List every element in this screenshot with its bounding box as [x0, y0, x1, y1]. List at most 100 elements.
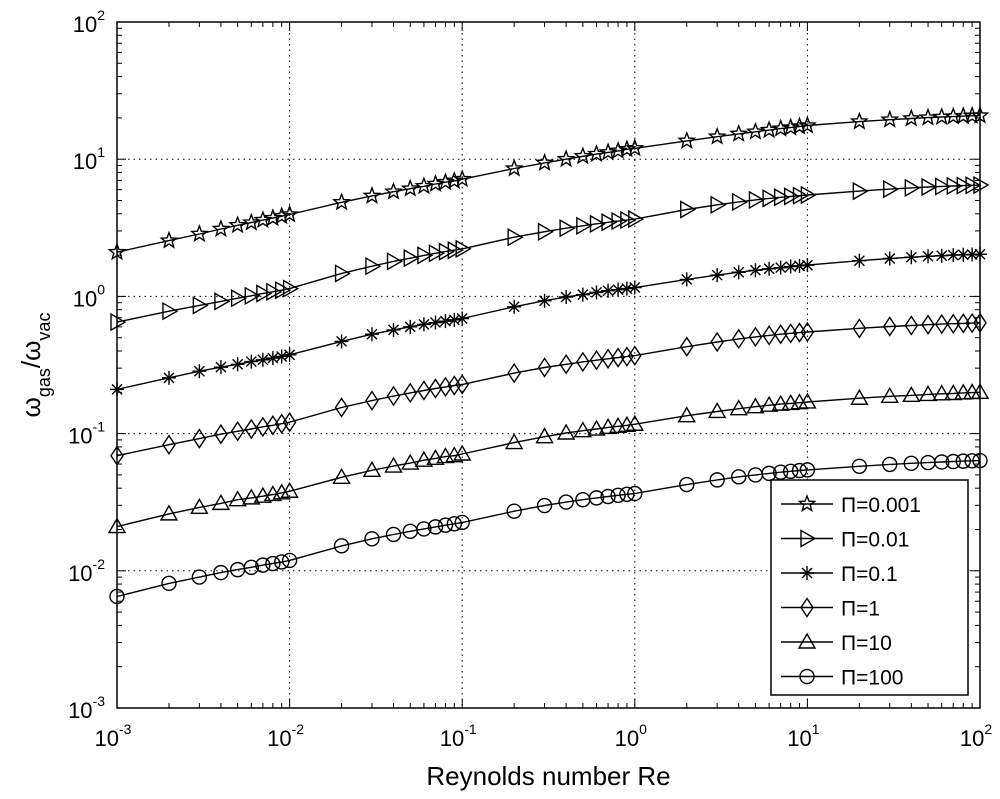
data-point-star [241, 212, 261, 231]
data-point-asterisk [904, 250, 919, 265]
data-point-star [414, 176, 434, 195]
data-point-diamond [904, 315, 919, 336]
data-point-triangle-right [275, 280, 292, 300]
y-label-sub-gas: gas [34, 368, 54, 397]
data-point-triangle-up [228, 490, 247, 507]
data-point-triangle-right [921, 177, 938, 197]
data-point-triangle-right [783, 187, 801, 206]
data-point-triangle-right [628, 209, 645, 229]
y-tick-label: 10-3 [68, 693, 105, 723]
data-point-diamond [852, 318, 867, 339]
data-point-star [573, 146, 593, 165]
data-point-star [901, 108, 921, 127]
data-point-triangle-right [589, 214, 606, 234]
data-point-asterisk [575, 287, 590, 302]
data-point-asterisk [800, 258, 815, 273]
x-axis-label: Reynolds number Re [426, 761, 670, 791]
data-point-asterisk [274, 349, 289, 364]
data-point-triangle-right [386, 252, 403, 271]
data-point-asterisk [601, 283, 616, 298]
series [107, 105, 990, 261]
data-point-triangle-right [762, 189, 779, 208]
data-point-triangle-up [452, 444, 472, 461]
data-point-triangle-right [800, 185, 817, 205]
data-point-circle [536, 497, 553, 514]
data-point-triangle-up [707, 402, 727, 419]
data-point-triangle-up [746, 397, 765, 414]
y-label-slash: / [16, 360, 46, 368]
data-point-star [280, 204, 300, 223]
data-point-circle [437, 517, 454, 533]
data-point-triangle-up [797, 632, 817, 649]
data-point-asterisk [710, 268, 725, 283]
data-point-circle [945, 453, 961, 470]
data-point-triangle-up [190, 497, 209, 515]
data-point-triangle-up [211, 493, 231, 511]
legend-item: Π=1 [781, 597, 880, 621]
data-point-triangle-right [559, 219, 576, 238]
data-point-asterisk [192, 364, 207, 379]
data-point-triangle-right [438, 242, 455, 261]
data-point-circle [274, 554, 290, 570]
data-point-asterisk [403, 319, 418, 334]
legend: Π=0.001 Π=0.01 Π=0.1 Π=1 Π=10 Π=100 [770, 479, 969, 696]
data-point-star [797, 115, 817, 134]
data-point-triangle-right [883, 179, 900, 199]
data-point-triangle-up [880, 386, 899, 404]
legend-label: Π=1 [841, 598, 880, 621]
y-axis-label: ωgas/ωvac [16, 313, 54, 418]
data-point-diamond [800, 321, 815, 343]
data-point-triangle-up [798, 392, 817, 409]
series [110, 247, 987, 397]
x-tick-label: 10-1 [440, 721, 477, 751]
data-point-diamond [274, 413, 289, 434]
series-layer [107, 105, 990, 605]
data-point-diamond [882, 316, 897, 337]
data-point-asterisk [748, 263, 763, 278]
data-point-diamond [428, 378, 443, 399]
data-point-triangle-up [677, 406, 696, 423]
data-point-triangle-up [272, 483, 291, 500]
data-point-star [400, 178, 420, 197]
data-point-asterisk [334, 334, 349, 349]
data-point-triangle-up [729, 399, 748, 416]
data-point-circle [600, 488, 616, 505]
y-tick-label: 101 [73, 144, 105, 174]
data-point-star [426, 174, 445, 192]
data-point-circle [281, 552, 298, 569]
data-point-circle [385, 526, 402, 543]
legend-box [770, 479, 969, 696]
data-point-diamond [162, 434, 176, 455]
data-point-triangle-right [282, 279, 300, 298]
data-point-triangle-right [214, 292, 231, 311]
data-point-star [384, 181, 403, 200]
data-point-triangle-right [403, 248, 420, 268]
data-point-triangle-up [535, 427, 554, 444]
data-point-asterisk [455, 311, 470, 326]
data-point-triangle-right [365, 256, 382, 276]
data-point-star [745, 121, 765, 140]
data-point-circle [679, 476, 695, 493]
data-point-triangle-right [965, 176, 982, 195]
x-tick-label: 102 [960, 721, 992, 751]
data-point-triangle-right [576, 216, 593, 236]
data-point-diamond [417, 380, 431, 401]
data-point-asterisk [731, 265, 746, 280]
data-point-star [556, 149, 576, 168]
data-point-star [797, 494, 817, 513]
data-point-diamond [934, 313, 949, 335]
data-point-star [598, 142, 618, 161]
data-point-diamond [589, 349, 604, 371]
data-point-asterisk [792, 258, 807, 273]
data-point-circle [454, 514, 470, 531]
data-point-circle [799, 668, 815, 685]
data-point-diamond [365, 390, 379, 411]
data-point-star [790, 116, 809, 135]
data-point-circle [506, 503, 522, 519]
data-point-star [504, 158, 524, 177]
data-point-asterisk [921, 249, 936, 264]
data-point-asterisk [386, 322, 401, 337]
data-point-triangle-up [902, 385, 921, 403]
data-point-star [587, 144, 606, 163]
data-point-triangle-up [918, 385, 938, 402]
